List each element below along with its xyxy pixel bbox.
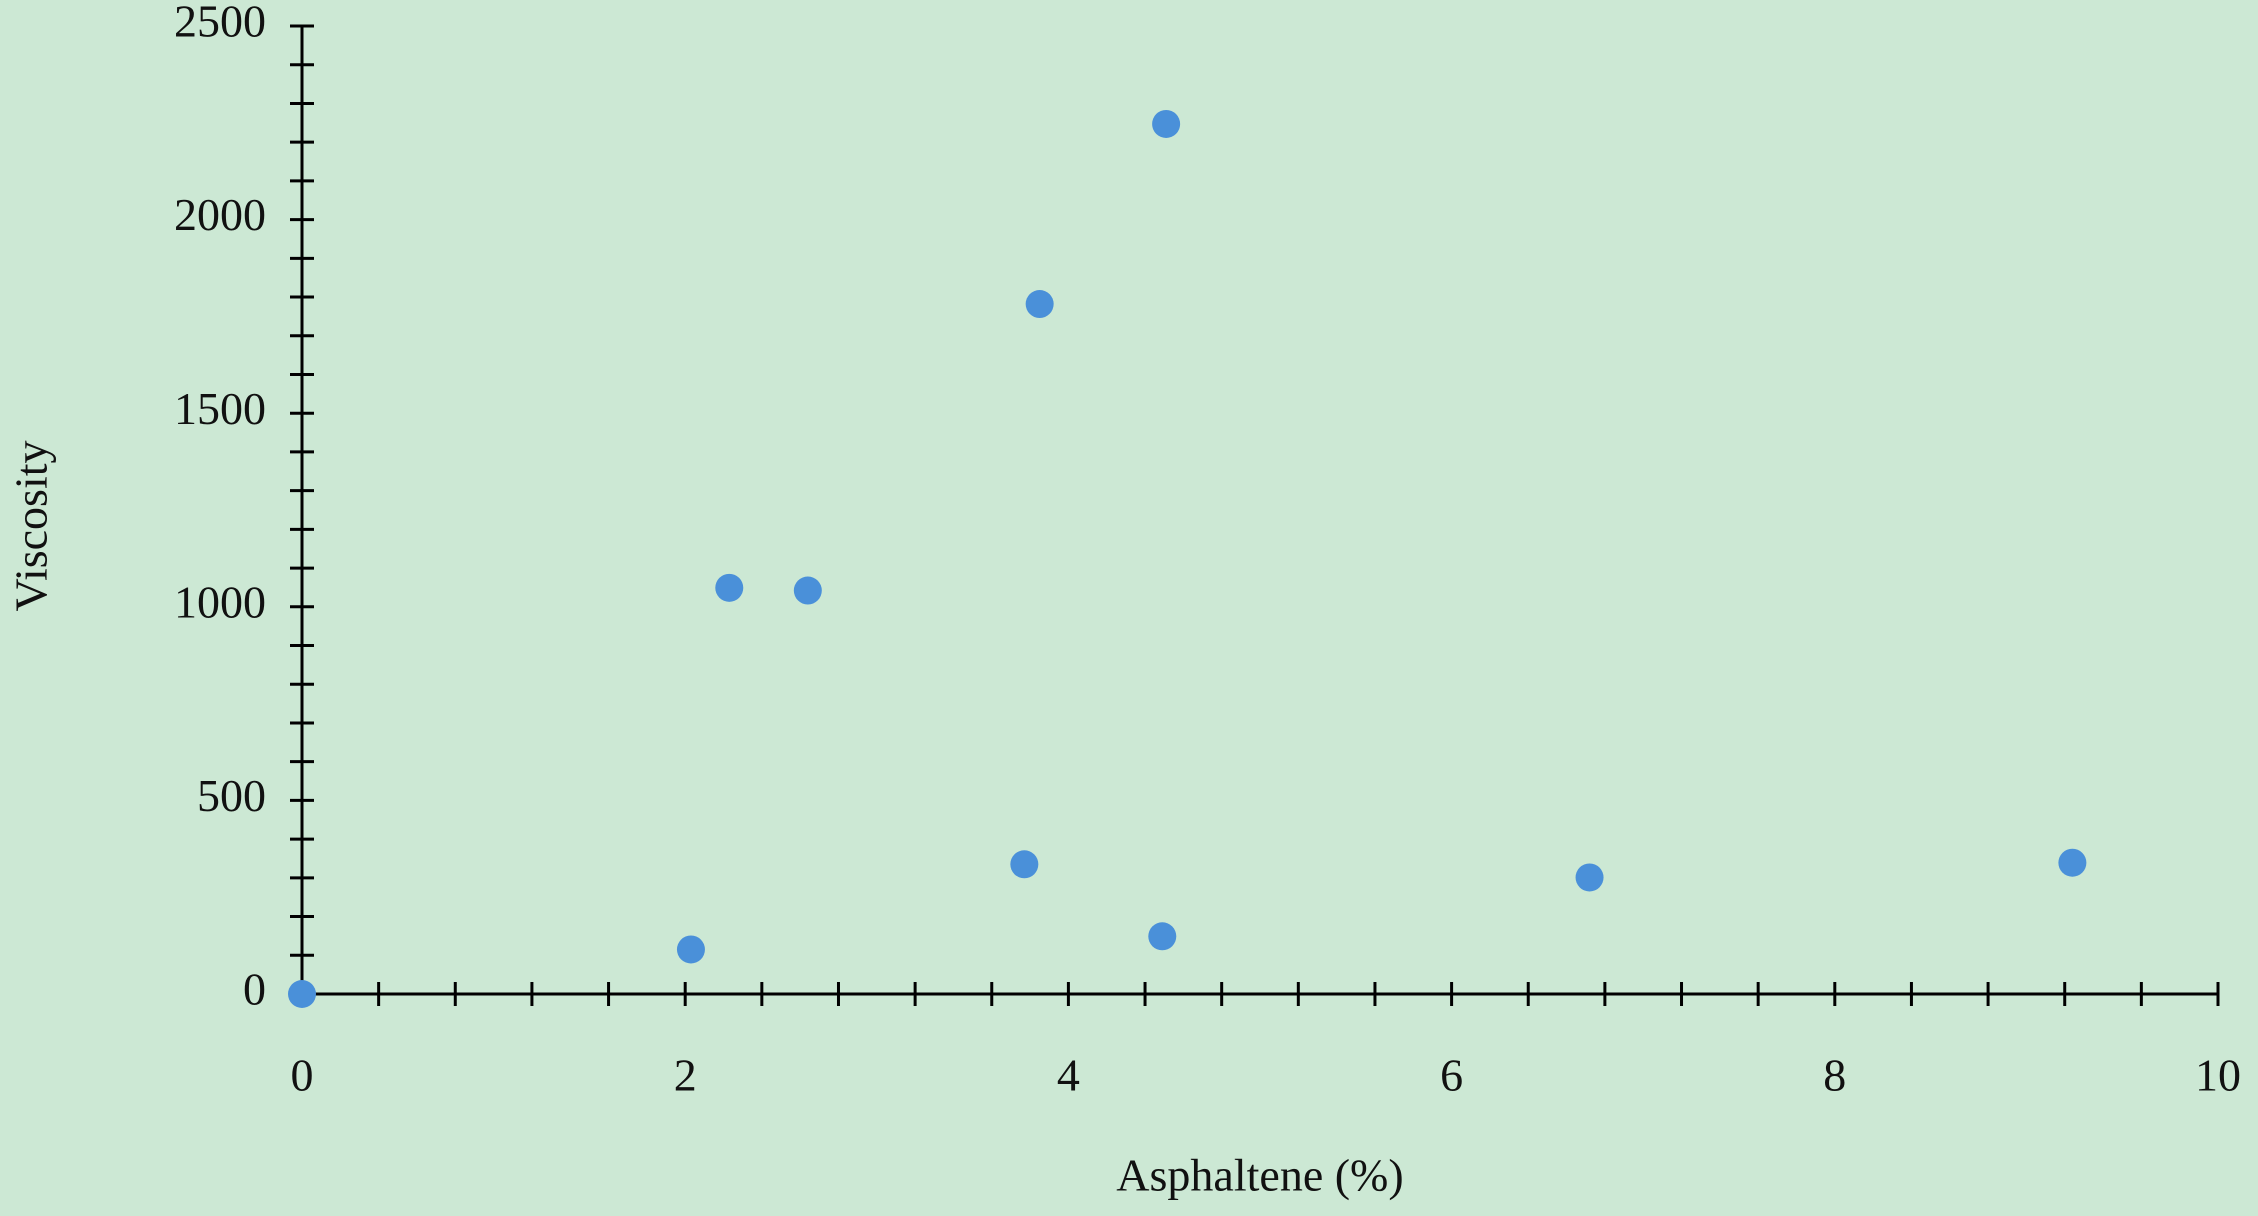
scatter-point [793, 576, 822, 605]
x-axis-title: Asphaltene (%) [1116, 1150, 1403, 1201]
y-axis-title: Viscosity [6, 440, 57, 611]
scatter-point [1010, 850, 1039, 879]
scatter-point [2058, 848, 2087, 877]
y-tick-label: 0 [243, 964, 266, 1015]
x-tick-label: 0 [291, 1050, 314, 1101]
x-tick-label: 2 [674, 1050, 697, 1101]
x-tick-label: 6 [1440, 1050, 1463, 1101]
scatter-point [1025, 290, 1054, 319]
scatter-point [1152, 109, 1181, 138]
scatter-point [1148, 922, 1177, 951]
scatter-point [715, 573, 744, 602]
y-tick-label: 1500 [174, 383, 266, 434]
scatter-point [288, 980, 316, 1008]
x-tick-label: 4 [1057, 1050, 1080, 1101]
x-tick-label: 8 [1823, 1050, 1846, 1101]
y-tick-label: 1000 [174, 576, 266, 627]
scatter-point [1575, 863, 1604, 892]
y-tick-label: 2000 [174, 189, 266, 240]
y-tick-label: 500 [197, 770, 266, 821]
y-tick-label: 2500 [174, 0, 266, 47]
x-tick-label: 10 [2195, 1050, 2241, 1101]
scatter-point [676, 935, 705, 964]
